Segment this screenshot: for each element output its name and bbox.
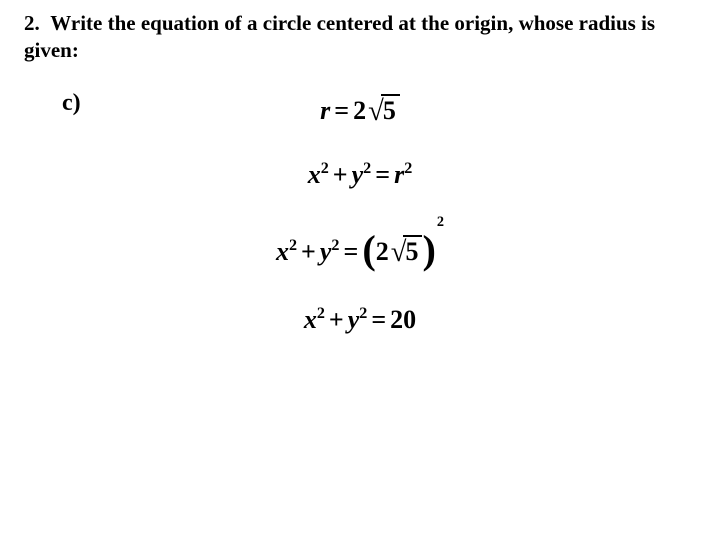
equation-result: x2+y2=20 [304, 305, 416, 335]
equation-row-3: x2+y2=(2√5)2 [0, 223, 720, 270]
equals-sign: = [330, 96, 353, 125]
coef-2: 2 [353, 96, 366, 125]
outer-exponent: 2 [437, 214, 444, 230]
equation-row-4: x2+y2=20 [0, 305, 720, 335]
question-prompt: 2. Write the equation of a circle center… [24, 10, 696, 64]
var-r: r [320, 96, 330, 125]
coef-2b: 2 [376, 237, 389, 266]
slide-page: 2. Write the equation of a circle center… [0, 0, 720, 540]
equation-substituted: x2+y2=(2√5)2 [276, 223, 444, 270]
equation-row-1: r=2√5 [0, 95, 720, 127]
sqrt-icon: √5 [366, 95, 400, 127]
equation-radius: r=2√5 [320, 95, 400, 127]
equation-general: x2+y2=r2 [308, 160, 413, 190]
radicand-5b: 5 [403, 235, 422, 266]
result-20: 20 [390, 305, 416, 334]
question-text: Write the equation of a circle centered … [24, 11, 655, 62]
sqrt-icon-2: √5 [389, 236, 423, 268]
equation-row-2: x2+y2=r2 [0, 160, 720, 190]
question-number: 2. [24, 11, 40, 35]
